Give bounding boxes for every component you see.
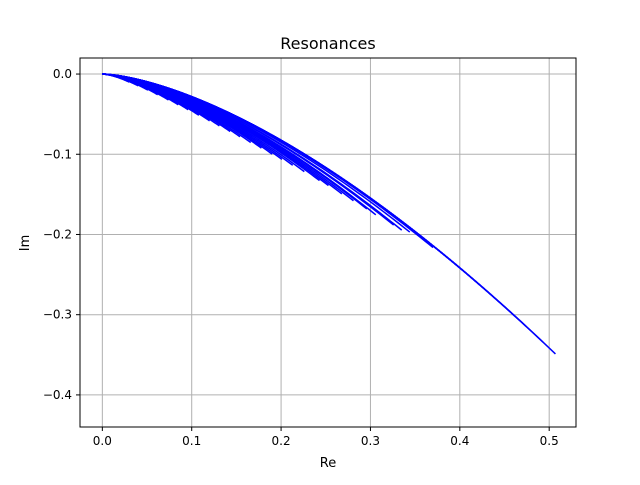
- resonance-curve: [102, 73, 480, 286]
- resonance-curve: [102, 73, 457, 266]
- resonance-curve: [102, 73, 343, 195]
- resonance-curve: [102, 73, 294, 166]
- resonance-curve: [102, 73, 403, 231]
- tick-layer: 0.0 0.1 0.2 0.3 0.4 0.5 0.0 −0.1 −0.2 −0.3 −0.4: [43, 67, 559, 448]
- y-tick-label: −0.2: [43, 227, 72, 241]
- resonance-curve: [102, 73, 527, 327]
- grid-layer: [80, 58, 576, 427]
- resonance-curve: [102, 73, 262, 149]
- y-tick-label: −0.4: [43, 388, 72, 402]
- resonance-curve: [102, 73, 273, 155]
- x-tick-label: 0.5: [540, 434, 559, 448]
- resonance-curve: [102, 73, 516, 317]
- plot-frame: [79, 57, 577, 428]
- resonance-curve: [102, 73, 241, 138]
- resonance-curve: [102, 73, 329, 187]
- resonance-curve: [102, 73, 464, 272]
- y-axis-label: Im: [18, 235, 33, 252]
- y-tick-label: −0.1: [43, 147, 72, 161]
- resonance-curve: [102, 73, 354, 202]
- resonance-curve: [102, 73, 492, 296]
- resonance-curve: [102, 73, 544, 343]
- x-tick-label: 0.3: [361, 434, 380, 448]
- chart-title: Resonances: [280, 34, 375, 53]
- curve-layer: [102, 73, 556, 355]
- resonance-curve: [102, 73, 411, 233]
- resonance-curve: [102, 73, 377, 216]
- y-tick-label: 0.0: [53, 67, 72, 81]
- resonance-curve: [102, 73, 556, 355]
- axes-layer: [79, 57, 577, 428]
- resonance-curve: [102, 73, 130, 83]
- resonance-curve: [102, 73, 368, 210]
- x-tick-label: 0.4: [450, 434, 469, 448]
- x-tick-label: 0.1: [182, 434, 201, 448]
- resonance-curve: [102, 73, 231, 133]
- resonance-curve: [102, 73, 320, 182]
- x-axis-label: Re: [320, 456, 336, 471]
- y-tick-label: −0.3: [43, 308, 72, 322]
- x-tick-label: 0.0: [93, 434, 112, 448]
- x-tick-label: 0.2: [272, 434, 291, 448]
- resonance-curve: [102, 73, 305, 173]
- resonance-curve: [102, 73, 434, 249]
- resonance-curve: [102, 73, 395, 226]
- resonance-curve: [102, 73, 252, 144]
